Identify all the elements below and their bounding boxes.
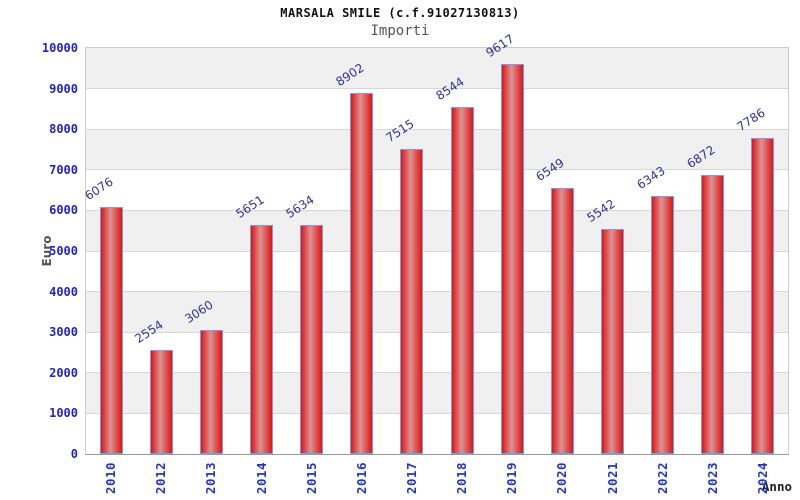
gridline [86,372,788,374]
x-tick-label-2018: 2018 [454,461,469,495]
x-tick-label-2021: 2021 [605,461,620,495]
x-tick-label-2014: 2014 [254,461,269,495]
gridline [86,250,788,252]
bar-2010 [100,207,123,454]
y-tick-label: 3000 [49,325,78,339]
bar-2019 [501,64,524,454]
gridline [86,88,788,90]
x-axis-title: Anno [761,479,792,494]
x-tick-label-2017: 2017 [404,461,419,495]
chart-subtitle: Importi [370,23,430,39]
bar-2013 [200,330,223,454]
bar-2015 [300,225,323,454]
x-tick-label-2012: 2012 [153,461,168,495]
bar-2012 [150,350,173,454]
y-tick-label: 7000 [49,163,78,177]
bar-2024 [751,138,774,454]
y-tick-label: 6000 [49,203,78,217]
background-band [86,332,788,373]
bar-2020 [551,188,574,454]
background-band [86,88,788,130]
x-tick-label-2013: 2013 [203,461,218,495]
y-tick-label: 5000 [49,244,78,258]
gridline [86,412,788,414]
background-band [86,372,788,414]
y-tick-label: 8000 [49,122,78,136]
x-tick-label-2020: 2020 [554,461,569,495]
gridline [86,209,788,211]
bar-2021 [601,229,624,454]
bar-2022 [651,196,674,454]
background-band [86,413,788,454]
background-band [86,129,788,170]
x-tick-label-2016: 2016 [354,461,369,495]
x-tick-label-2019: 2019 [504,461,519,495]
plot-area: 6076 2554 3060 5651 5634 8902 7515 8544 9617 6549… [82,32,789,455]
bar-2018 [451,107,474,454]
y-tick-label: 9000 [49,82,78,96]
y-tick-label: 0 [70,447,78,461]
background-band [86,210,788,251]
x-tick-label-2024: 2024 [755,461,770,495]
x-tick-label-2015: 2015 [304,461,319,495]
gridline [86,169,788,171]
background-band [86,251,788,292]
background-band [86,48,788,89]
background-band [86,169,788,211]
chart-title: MARSALA SMILE (c.f.91027130813) [280,6,520,20]
y-tick-label: 10000 [41,41,78,55]
y-tick-label: 1000 [49,406,78,420]
bar-2017 [400,149,423,454]
gridline [86,291,788,293]
y-tick-label: 2000 [49,366,78,380]
bar-2014 [250,225,273,454]
bar-2023 [701,175,724,454]
x-tick-label-2023: 2023 [705,461,720,495]
y-tick-label: 4000 [49,285,78,299]
x-tick-label-2010: 2010 [103,461,118,495]
bar-2016 [350,93,373,454]
gridline [86,128,788,130]
x-tick-label-2022: 2022 [655,461,670,495]
gridline [86,331,788,333]
